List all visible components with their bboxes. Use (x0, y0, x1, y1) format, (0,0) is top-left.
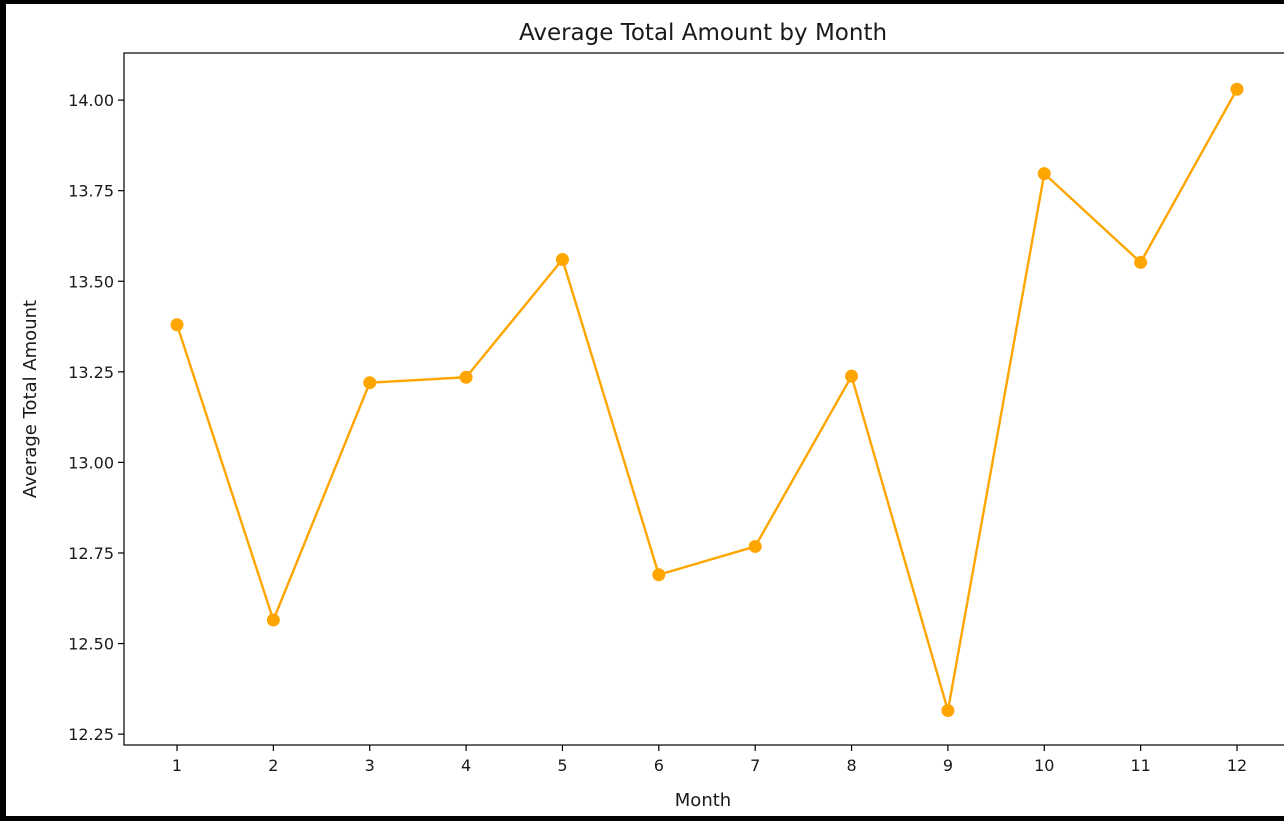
series-layer (170, 82, 1244, 718)
x-tick-label: 11 (1130, 756, 1150, 775)
plot-area-frame (123, 52, 1284, 746)
x-tick-label: 6 (654, 756, 664, 775)
data-point (1230, 82, 1244, 96)
series-line (175, 88, 1239, 712)
data-point (363, 376, 377, 390)
y-tick-label: 12.75 (68, 544, 114, 563)
y-tick-label: 14.00 (68, 91, 114, 110)
data-point (941, 704, 955, 718)
x-tick-label: 2 (268, 756, 278, 775)
x-tick-label: 1 (172, 756, 182, 775)
x-tick-label: 8 (846, 756, 856, 775)
data-point (652, 568, 666, 582)
data-point (170, 318, 184, 332)
data-point (845, 369, 859, 383)
data-point (1134, 255, 1148, 269)
y-tick-label: 13.00 (68, 453, 114, 472)
x-axis: 1 2 3 4 5 6 7 8 9 10 11 12 (172, 745, 1247, 775)
data-point (266, 613, 280, 627)
x-axis-label: Month (675, 790, 731, 811)
data-point (748, 539, 762, 553)
x-tick-label: 3 (365, 756, 375, 775)
y-tick-label: 12.50 (68, 635, 114, 654)
y-axis-label: Average Total Amount (20, 300, 41, 498)
x-tick-label: 5 (557, 756, 567, 775)
x-tick-label: 12 (1227, 756, 1247, 775)
data-point (1037, 167, 1051, 181)
data-point (459, 370, 473, 384)
data-point (555, 253, 569, 267)
figure-canvas: Average Total Amount by Month 12.25 12.50… (6, 4, 1284, 816)
y-axis: 12.25 12.50 12.75 13.00 13.25 13.50 13.75 14.00 (68, 91, 124, 744)
x-tick-label: 4 (461, 756, 471, 775)
y-tick-label: 13.50 (68, 272, 114, 291)
y-tick-label: 12.25 (68, 725, 114, 744)
x-tick-label: 9 (943, 756, 953, 775)
y-tick-label: 13.75 (68, 182, 114, 201)
chart-title: Average Total Amount by Month (519, 20, 887, 46)
y-tick-label: 13.25 (68, 363, 114, 382)
line-chart: Average Total Amount by Month 12.25 12.50… (20, 20, 1284, 811)
x-tick-label: 7 (750, 756, 760, 775)
x-tick-label: 10 (1034, 756, 1054, 775)
